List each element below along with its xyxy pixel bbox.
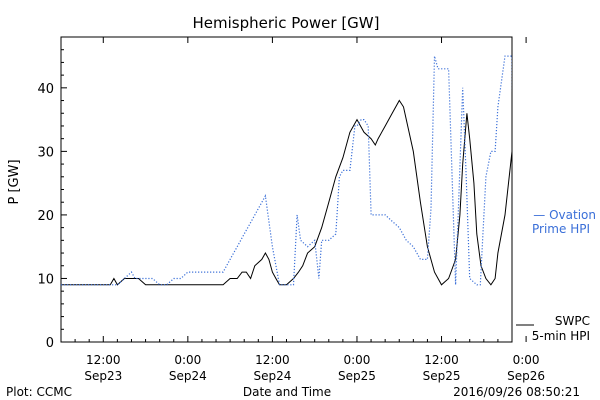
x-tick-label-time: 0:00: [174, 353, 201, 367]
series-line-swpc: [61, 99, 512, 286]
x-tick-label-date: Sep23: [84, 369, 122, 383]
x-axis-label: Date and Time: [243, 385, 331, 399]
legend-swpc-label: SWPC: [555, 314, 590, 328]
y-tick-label: 10: [37, 272, 54, 287]
series-line-ovation: [61, 55, 512, 286]
y-tick-label: 30: [37, 145, 54, 160]
y-tick-label: 20: [37, 209, 54, 224]
x-tick-label-time: 12:00: [424, 353, 459, 367]
y-axis-label: P [GW]: [7, 159, 22, 204]
x-tick-label-date: Sep25: [423, 369, 461, 383]
legend-swpc-label-2: 5-min HPI: [532, 329, 590, 343]
x-tick-label-date: Sep24: [253, 369, 291, 383]
plot-frame: [60, 36, 513, 343]
y-axis-ticks: 0 10 20 30 40: [37, 49, 67, 351]
series-group: [61, 55, 512, 286]
chart-title: Hemispheric Power [GW]: [193, 14, 380, 32]
legend-ovation-label-2: Prime HPI: [532, 222, 590, 236]
y-tick-label: 0: [46, 336, 54, 351]
legend-ovation-label: — Ovation: [533, 208, 596, 222]
x-tick-label-time: 0:00: [343, 353, 370, 367]
y-tick-label: 40: [37, 82, 54, 97]
x-tick-label-time: 0:00: [513, 353, 540, 367]
x-tick-label-date: Sep24: [169, 369, 207, 383]
footer-timestamp: 2016/09/26 08:50:21: [453, 385, 580, 399]
x-tick-label-time: 12:00: [86, 353, 121, 367]
x-tick-label-time: 12:00: [255, 353, 290, 367]
x-axis-ticks: 12:00 Sep23 0:00 Sep24 12:00 Sep24 0:00 Sep25 12…: [74, 37, 545, 383]
footer-plot-credit: Plot: CCMC: [6, 385, 72, 399]
x-tick-label-date: Sep25: [338, 369, 376, 383]
x-tick-label-date: Sep26: [507, 369, 545, 383]
